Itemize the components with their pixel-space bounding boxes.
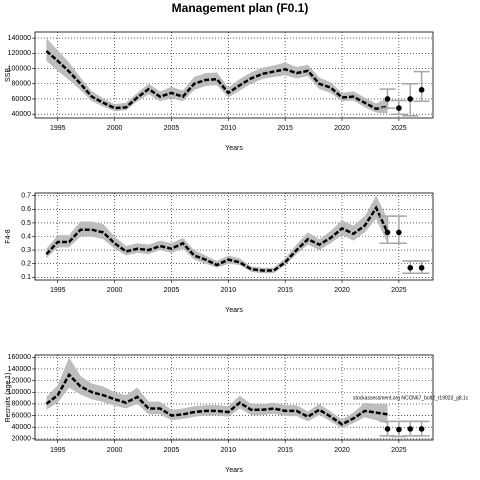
y-axis-label: Recruits (age 1)	[5, 373, 12, 423]
y-tick-label: 60000	[12, 412, 32, 419]
chart-title: Management plan (F0.1)	[172, 1, 309, 15]
confidence-band	[46, 357, 388, 429]
x-tick-label: 2010	[221, 287, 237, 294]
x-tick-label: 2005	[164, 287, 180, 294]
estimate-line	[45, 372, 388, 426]
projection-point	[396, 229, 402, 236]
x-tick-label: 2025	[391, 125, 407, 132]
annotation: stockassessment.org NCCN67_bolt2_r19023_…	[353, 395, 469, 401]
y-tick-label: 0.4	[21, 233, 31, 240]
y-tick-label: 40000	[12, 424, 32, 431]
x-tick-label: 1995	[50, 125, 66, 132]
projection-point	[418, 264, 425, 271]
y-tick-label: 80000	[12, 401, 32, 408]
x-axis-label: Years	[225, 145, 243, 152]
x-tick-label: 2020	[334, 125, 350, 132]
projection-point	[396, 105, 402, 111]
projection-point	[384, 426, 391, 432]
x-axis-label: Years	[225, 307, 243, 314]
x-tick-label: 2000	[107, 125, 123, 132]
y-tick-label: 0.2	[21, 261, 31, 268]
y-tick-label: 80000	[12, 81, 32, 88]
projection-point	[418, 87, 425, 93]
x-tick-label: 2025	[391, 447, 407, 454]
x-tick-label: 2015	[277, 125, 293, 132]
plot-frame	[34, 31, 434, 119]
projection-point	[384, 229, 391, 236]
confidence-band	[46, 195, 388, 274]
x-tick-label: 2025	[391, 287, 407, 294]
y-tick-label: 140000	[8, 35, 31, 42]
projection-point	[384, 96, 391, 102]
x-tick-label: 2000	[107, 447, 123, 454]
y-tick-label: 0.5	[21, 220, 31, 227]
y-tick-label: 0.3	[21, 247, 31, 254]
y-tick-label: 140000	[8, 366, 31, 373]
confidence-band	[46, 38, 388, 114]
projection-point	[407, 96, 414, 102]
x-tick-label: 2010	[221, 125, 237, 132]
x-tick-label: 2005	[164, 125, 180, 132]
y-tick-label: 60000	[12, 96, 32, 103]
plot-frame	[34, 192, 434, 281]
projection-point	[407, 264, 414, 271]
estimate-line	[45, 50, 388, 111]
x-tick-label: 2000	[107, 287, 123, 294]
y-tick-label: 100000	[8, 389, 31, 396]
y-tick-label: 20000	[12, 436, 32, 443]
plot-frame	[34, 354, 434, 441]
y-tick-label: 100000	[8, 65, 31, 72]
y-axis-label: F4-8	[5, 229, 12, 244]
x-tick-label: 2020	[334, 447, 350, 454]
y-tick-label: 160000	[8, 354, 31, 361]
x-axis-label: Years	[225, 467, 243, 474]
y-tick-label: 0.6	[21, 206, 31, 213]
y-tick-label: 40000	[12, 111, 32, 118]
y-tick-label: 0.7	[21, 193, 31, 200]
x-tick-label: 2010	[221, 447, 237, 454]
estimate-line	[45, 205, 389, 272]
y-tick-label: 0.1	[21, 274, 31, 281]
x-tick-label: 1995	[50, 447, 66, 454]
projection-point	[396, 426, 402, 433]
y-axis-label: SSB	[5, 68, 12, 82]
y-tick-label: 120000	[8, 50, 31, 57]
y-tick-label: 120000	[8, 377, 31, 384]
x-tick-label: 2005	[164, 447, 180, 454]
x-tick-label: 2015	[277, 287, 293, 294]
projection-point	[418, 426, 425, 432]
projection-point	[407, 426, 414, 432]
x-tick-label: 1995	[50, 287, 66, 294]
x-tick-label: 2015	[277, 447, 293, 454]
x-tick-label: 2020	[334, 287, 350, 294]
